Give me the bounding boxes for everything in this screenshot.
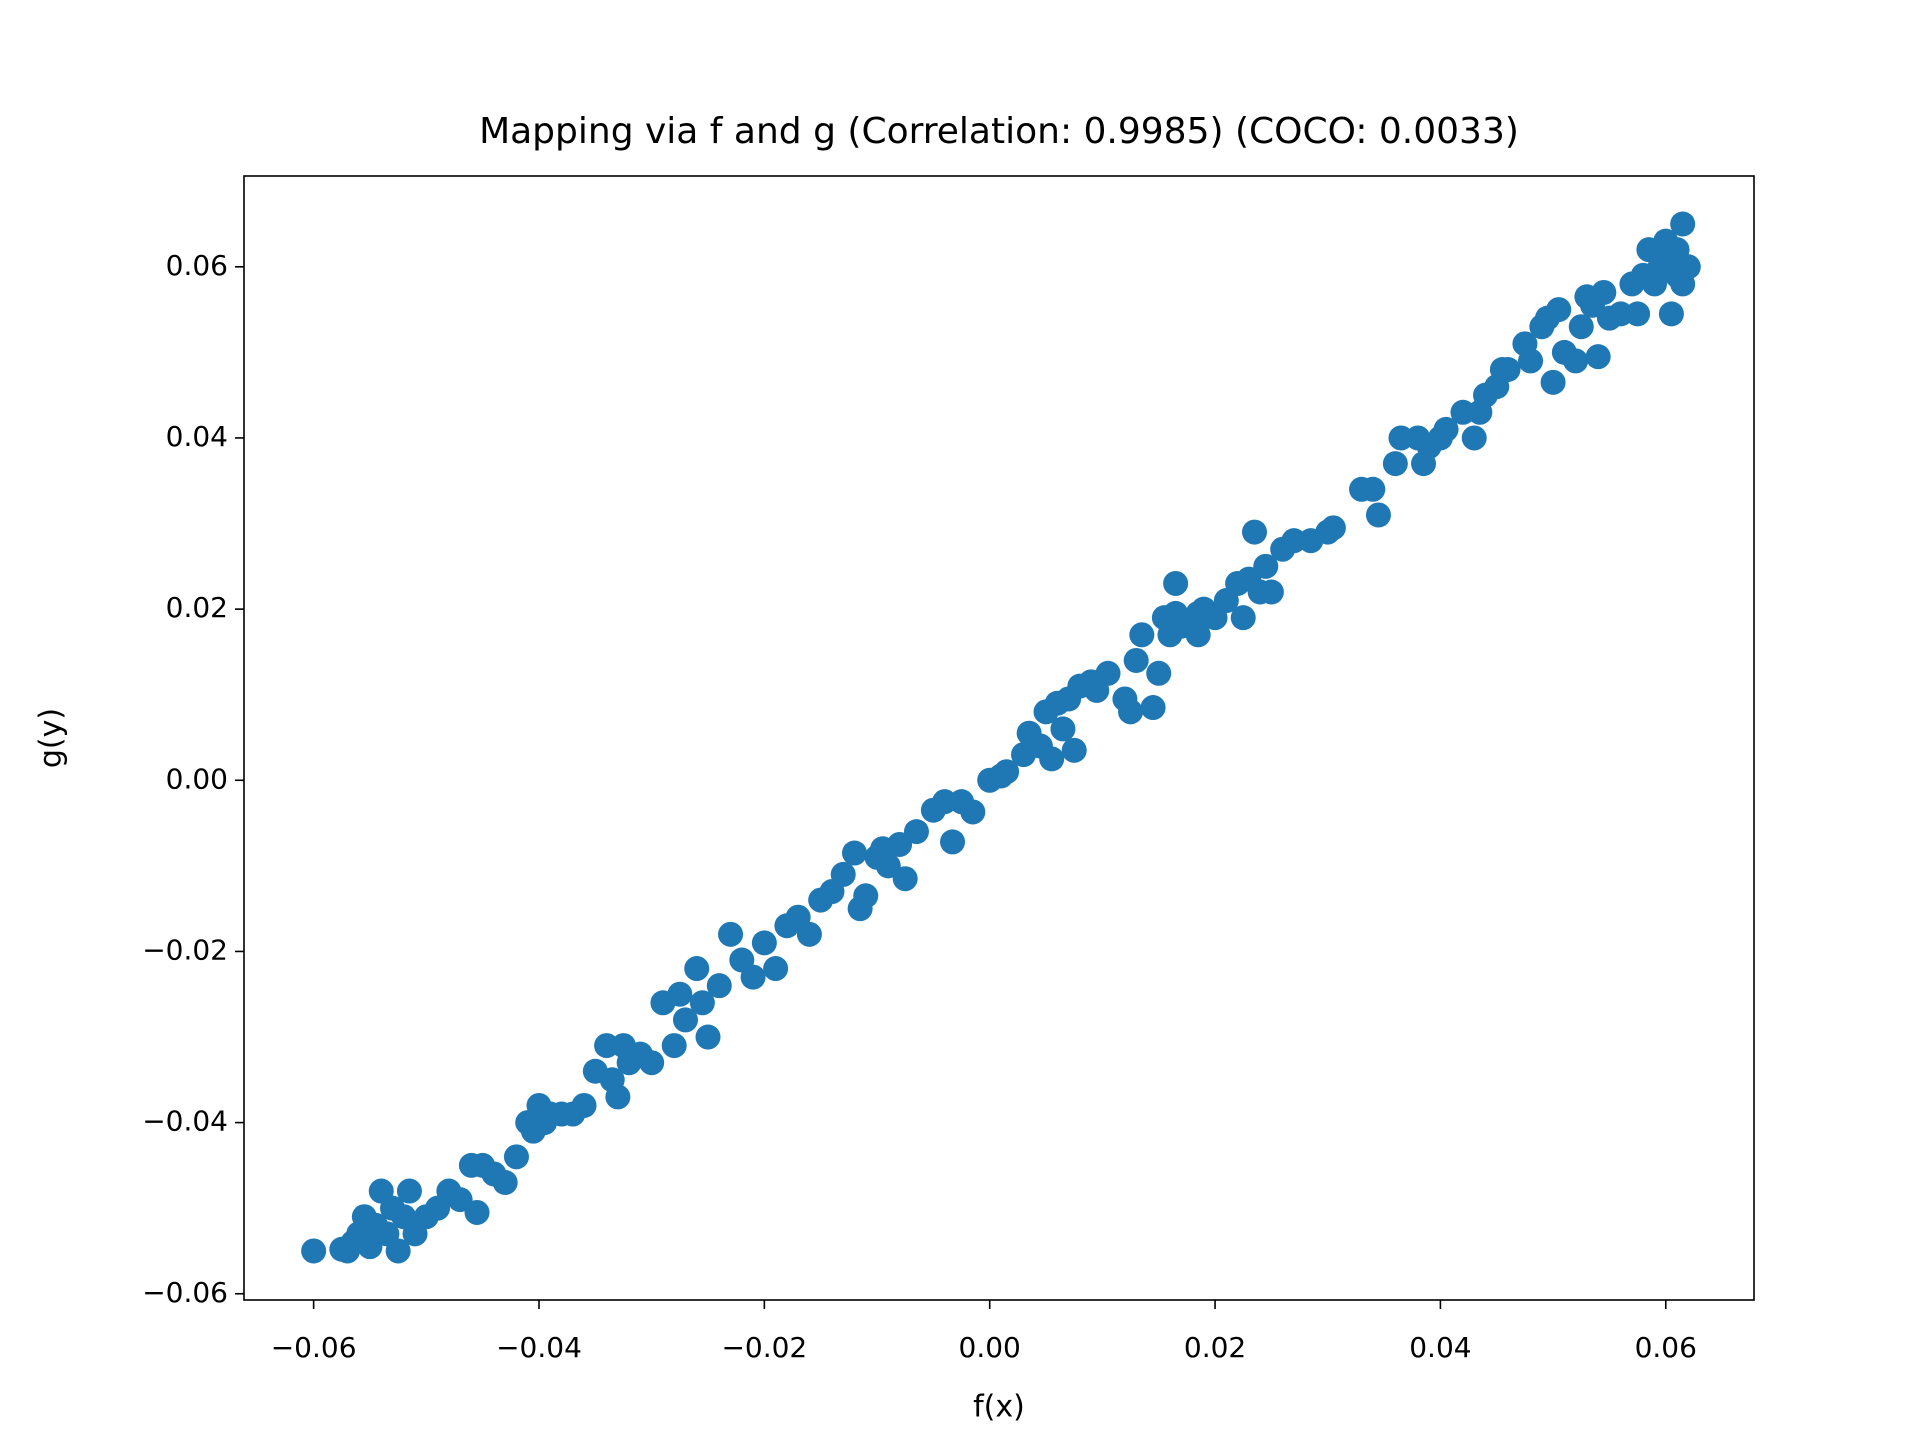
y-tick-label: 0.02 [166, 591, 228, 624]
scatter-point [1518, 348, 1544, 374]
scatter-point [385, 1238, 411, 1264]
scatter-point [464, 1199, 490, 1225]
scatter-point [1360, 476, 1386, 502]
scatter-point [1365, 502, 1391, 528]
plot-area [301, 211, 1701, 1264]
scatter-point [1230, 605, 1256, 631]
scatter-point [396, 1178, 422, 1204]
scatter-point [357, 1234, 383, 1260]
y-tick-label: 0.04 [166, 420, 228, 453]
scatter-point [1591, 279, 1617, 305]
chart-title: Mapping via f and g (Correlation: 0.9985… [479, 111, 1519, 152]
scatter-point [1625, 301, 1651, 327]
scatter-point [841, 840, 867, 866]
scatter-point [1563, 348, 1589, 374]
x-tick-label: −0.06 [271, 1331, 357, 1364]
scatter-point [1670, 211, 1696, 237]
y-tick-label: 0.06 [166, 249, 228, 282]
scatter-point [605, 1084, 631, 1110]
scatter-point [1546, 297, 1572, 323]
scatter-point [853, 883, 879, 909]
x-tick-label: −0.04 [496, 1331, 582, 1364]
scatter-point [684, 956, 710, 982]
y-tick-label: −0.06 [142, 1276, 228, 1309]
scatter-point [706, 973, 732, 999]
scatter-point [994, 759, 1020, 785]
y-tick-label: −0.04 [142, 1105, 228, 1138]
scatter-point [1258, 579, 1284, 605]
scatter-point [1050, 716, 1076, 742]
scatter-point [1039, 746, 1065, 772]
scatter-point [492, 1169, 518, 1195]
scatter-point [740, 964, 766, 990]
scatter-point [447, 1187, 473, 1213]
scatter-point [1163, 570, 1189, 596]
scatter-point [1185, 600, 1211, 626]
scatter-point [1461, 425, 1487, 451]
scatter-point [571, 1092, 597, 1118]
scatter-point [763, 956, 789, 982]
scatter-point [1658, 301, 1684, 327]
scatter-point [1320, 515, 1346, 541]
scatter-point [1163, 600, 1189, 626]
x-tick-label: 0.00 [959, 1331, 1021, 1364]
scatter-point [301, 1238, 327, 1264]
scatter-point [1382, 451, 1408, 477]
scatter-point [1241, 519, 1267, 545]
scatter-point [1146, 660, 1172, 686]
x-tick-label: 0.04 [1409, 1331, 1471, 1364]
scatter-point [661, 1033, 687, 1059]
scatter-point [1253, 553, 1279, 579]
scatter-point [695, 1024, 721, 1050]
axes-frame [243, 175, 1755, 1301]
y-tick-label: 0.00 [166, 762, 228, 795]
scatter-point [1433, 416, 1459, 442]
x-tick-label: 0.06 [1635, 1331, 1697, 1364]
scatter-point [1495, 356, 1521, 382]
scatter-point [672, 1007, 698, 1033]
scatter-point [718, 921, 744, 947]
scatter-point [796, 921, 822, 947]
x-tick-label: 0.02 [1184, 1331, 1246, 1364]
scatter-point [689, 990, 715, 1016]
scatter-point [940, 829, 966, 855]
scatter-point [1140, 695, 1166, 721]
scatter-point [1095, 660, 1121, 686]
scatter-point [960, 799, 986, 825]
scatter-point [1675, 254, 1701, 280]
scatter-point [1123, 647, 1149, 673]
scatter-point [903, 819, 929, 845]
scatter-point [639, 1050, 665, 1076]
scatter-point [887, 831, 913, 857]
scatter-point [751, 930, 777, 956]
scatter-point [1585, 344, 1611, 370]
scatter-point [1129, 622, 1155, 648]
scatter-point [1568, 314, 1594, 340]
scatter-point [1118, 699, 1144, 725]
y-axis-label: g(y) [34, 708, 69, 768]
scatter-point [830, 861, 856, 887]
x-tick-label: −0.02 [721, 1331, 807, 1364]
scatter-point [1185, 622, 1211, 648]
scatter-point [875, 853, 901, 879]
scatter-point [892, 866, 918, 892]
scatter-point [503, 1144, 529, 1170]
x-axis-label: f(x) [973, 1390, 1025, 1425]
scatter-point [1540, 369, 1566, 395]
y-tick-label: −0.02 [142, 933, 228, 966]
scatter-point [1061, 737, 1087, 763]
scatter-point [667, 981, 693, 1007]
